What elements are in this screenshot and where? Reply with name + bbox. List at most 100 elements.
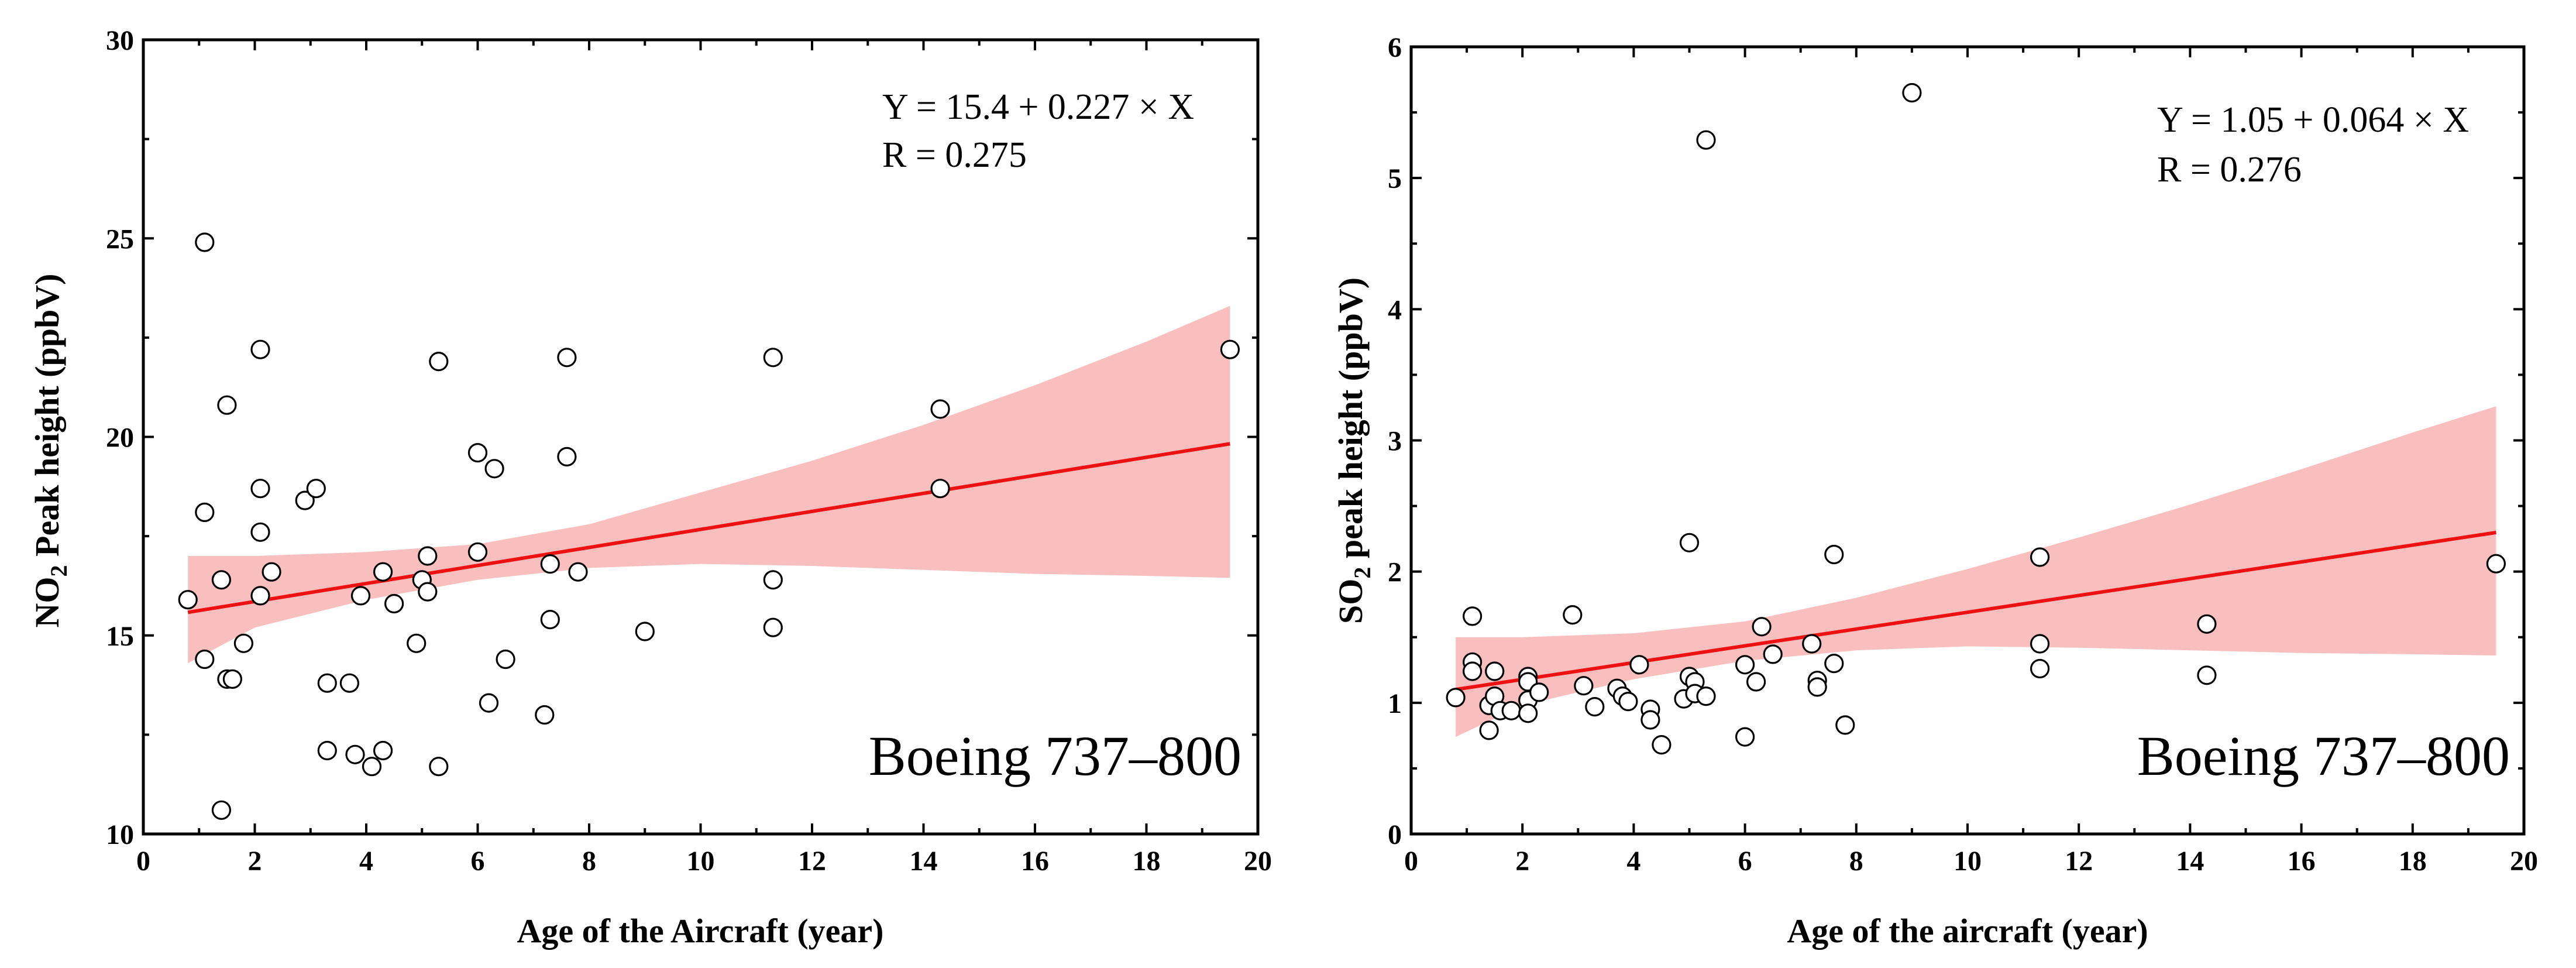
correlation-coefficient: R = 0.275 bbox=[882, 135, 1027, 175]
data-point bbox=[233, 633, 253, 653]
data-point bbox=[195, 502, 215, 523]
data-point bbox=[479, 693, 499, 713]
data-point bbox=[1679, 533, 1700, 552]
data-point bbox=[373, 562, 393, 582]
correlation-coefficient: R = 0.276 bbox=[2157, 150, 2302, 190]
x-tick-label: 4 bbox=[359, 846, 373, 877]
aircraft-model-label: Boeing 737–800 bbox=[869, 725, 1241, 787]
data-point bbox=[1696, 686, 1716, 706]
data-point bbox=[1485, 661, 1505, 681]
y-tick-label: 30 bbox=[106, 25, 134, 56]
data-point bbox=[557, 348, 577, 368]
data-point bbox=[211, 570, 231, 590]
data-point bbox=[178, 590, 198, 610]
data-point bbox=[1479, 720, 1499, 740]
data-point bbox=[535, 705, 555, 725]
x-tick-label: 20 bbox=[2510, 846, 2538, 877]
y-tick-label: 1 bbox=[1388, 688, 1402, 719]
data-point bbox=[930, 399, 950, 419]
data-point bbox=[2030, 634, 2050, 654]
data-point bbox=[467, 442, 488, 463]
data-point bbox=[1640, 710, 1660, 730]
x-tick-label: 2 bbox=[1515, 846, 1529, 877]
y-axis-title: NO2 Peak height (ppbV) bbox=[28, 274, 72, 628]
confidence-band bbox=[188, 305, 1230, 664]
data-point bbox=[250, 479, 270, 499]
y-tick-label: 20 bbox=[106, 423, 134, 454]
regression-equation: Y = 15.4 + 0.227 × X bbox=[882, 87, 1194, 127]
regression-line bbox=[187, 442, 1230, 615]
data-point bbox=[362, 757, 382, 777]
data-point bbox=[339, 673, 360, 693]
data-point bbox=[317, 673, 337, 693]
data-point bbox=[407, 633, 427, 653]
data-point bbox=[1902, 83, 1922, 103]
data-point bbox=[1463, 661, 1483, 681]
data-point bbox=[467, 542, 488, 562]
data-point bbox=[1696, 130, 1716, 150]
data-point bbox=[418, 546, 438, 566]
data-point bbox=[1220, 339, 1240, 359]
data-point bbox=[429, 351, 449, 372]
data-point bbox=[262, 562, 281, 582]
x-tick-label: 12 bbox=[2065, 846, 2093, 877]
data-point bbox=[1518, 703, 1538, 723]
data-point bbox=[1824, 653, 1844, 674]
x-tick-label: 14 bbox=[910, 846, 938, 877]
data-point bbox=[1463, 606, 1483, 626]
data-point bbox=[540, 554, 560, 574]
data-point bbox=[2486, 554, 2506, 574]
x-tick-label: 0 bbox=[136, 846, 150, 877]
x-tick-label: 14 bbox=[2176, 846, 2204, 877]
y-tick-label: 0 bbox=[1388, 819, 1402, 850]
y-tick-label: 15 bbox=[106, 621, 134, 652]
data-point bbox=[1807, 677, 1827, 697]
data-point bbox=[317, 740, 337, 761]
data-point bbox=[211, 800, 231, 820]
data-point bbox=[418, 582, 438, 602]
data-point bbox=[1824, 544, 1844, 565]
data-point bbox=[1529, 682, 1549, 702]
x-axis-title: Age of the Aircraft (year) bbox=[517, 912, 884, 950]
data-point bbox=[350, 586, 371, 606]
y-tick-label: 2 bbox=[1388, 557, 1402, 588]
y-tick-label: 25 bbox=[106, 224, 134, 255]
data-point bbox=[384, 593, 404, 614]
data-point bbox=[496, 649, 515, 670]
data-point bbox=[1629, 655, 1649, 675]
x-tick-label: 16 bbox=[2288, 846, 2316, 877]
x-tick-label: 10 bbox=[1954, 846, 1982, 877]
x-tick-label: 16 bbox=[1021, 846, 1049, 877]
data-point bbox=[763, 570, 783, 590]
data-point bbox=[1501, 701, 1521, 720]
data-point bbox=[222, 669, 242, 689]
plot-layer: 0 2 4 6 8 10 12 14 16 18 20 10 15 20 25 30 bbox=[106, 25, 1272, 877]
no2-chart-panel: 0 2 4 6 8 10 12 14 16 18 20 10 15 20 25 30 Y = 15.4 + 0.… bbox=[28, 25, 1272, 950]
data-point bbox=[568, 562, 588, 582]
y-tick-label: 6 bbox=[1388, 32, 1402, 63]
data-point bbox=[1574, 676, 1594, 696]
x-tick-label: 18 bbox=[2399, 846, 2427, 877]
data-point bbox=[1763, 644, 1783, 664]
data-point bbox=[1652, 734, 1672, 755]
data-point bbox=[250, 586, 270, 606]
data-point bbox=[295, 490, 315, 510]
x-tick-label: 8 bbox=[582, 846, 596, 877]
data-point bbox=[373, 740, 393, 761]
data-point bbox=[1835, 715, 1855, 735]
data-point bbox=[2030, 547, 2050, 567]
data-point bbox=[195, 232, 215, 252]
data-point bbox=[763, 617, 783, 637]
x-tick-label: 6 bbox=[1738, 846, 1752, 877]
data-point bbox=[1735, 655, 1755, 675]
x-axis-title: Age of the aircraft (year) bbox=[1787, 912, 2148, 950]
data-point bbox=[250, 339, 270, 359]
x-tick-label: 8 bbox=[1849, 846, 1863, 877]
data-point bbox=[1752, 617, 1772, 637]
data-point bbox=[2030, 658, 2050, 679]
data-point bbox=[1563, 605, 1583, 625]
data-point bbox=[250, 522, 270, 542]
data-point bbox=[635, 622, 655, 641]
